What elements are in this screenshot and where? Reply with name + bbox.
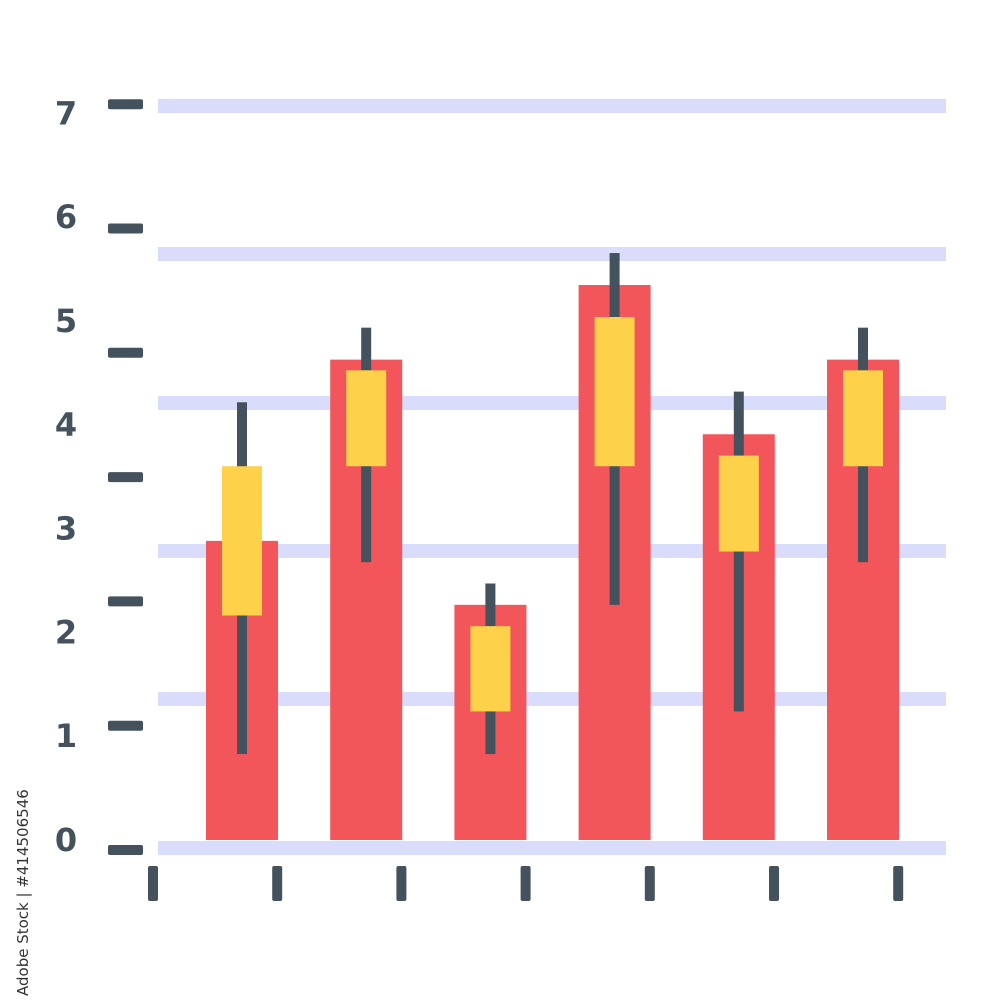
y-axis-labels: 0 1 2 3 4 5 6 7 [55, 94, 77, 859]
y-tick-3 [108, 472, 143, 483]
y-label-4: 4 [55, 406, 77, 444]
candle-body-4 [718, 455, 759, 552]
grid-line-0 [158, 841, 946, 855]
candle-body-0 [222, 466, 262, 616]
candle-body-5 [843, 370, 883, 467]
candle-0 [222, 402, 262, 755]
x-tick-6 [893, 866, 904, 901]
y-label-5: 5 [55, 302, 77, 340]
x-tick-5 [769, 866, 779, 901]
y-label-3: 3 [55, 510, 77, 548]
y-label-2: 2 [55, 613, 77, 651]
x-tick-4 [644, 866, 655, 901]
candle-2 [470, 583, 511, 755]
candle-body-3 [594, 317, 635, 467]
bars [206, 285, 899, 840]
y-axis-ticks [108, 99, 143, 855]
candle-1 [346, 327, 387, 563]
x-tick-1 [272, 866, 283, 901]
x-tick-0 [148, 866, 158, 901]
y-label-1: 1 [55, 717, 77, 755]
y-tick-5 [108, 223, 143, 234]
y-label-6: 6 [55, 198, 77, 236]
watermark-text: Adobe Stock | #414506546 [14, 789, 32, 996]
y-tick-6 [108, 99, 143, 110]
grid-line-4 [158, 247, 946, 261]
candle-3 [594, 253, 635, 605]
watermark: Adobe Stock | #414506546 [14, 789, 32, 996]
x-tick-3 [520, 866, 531, 901]
candlesticks [222, 253, 883, 755]
y-label-0: 0 [55, 821, 77, 859]
candle-4 [718, 391, 759, 712]
grid-line-5 [158, 99, 946, 113]
y-tick-1 [108, 720, 143, 731]
y-tick-2 [108, 596, 143, 607]
y-tick-0 [108, 845, 143, 855]
candle-body-1 [346, 370, 387, 467]
x-tick-2 [396, 866, 407, 901]
candle-body-2 [470, 626, 511, 712]
x-axis-ticks [148, 866, 904, 901]
candle-5 [843, 327, 883, 563]
y-tick-4 [108, 347, 143, 358]
y-label-7: 7 [55, 94, 77, 132]
